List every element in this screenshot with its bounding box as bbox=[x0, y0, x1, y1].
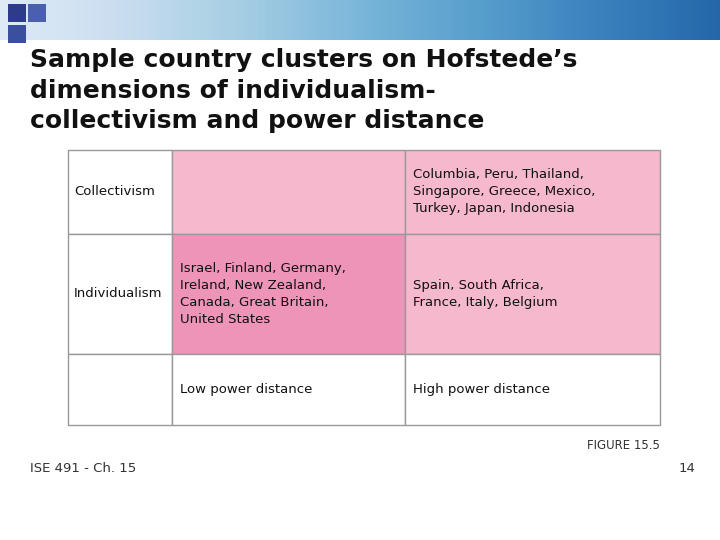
Bar bbox=[68, 234, 171, 354]
Text: Collectivism: Collectivism bbox=[74, 185, 155, 198]
Bar bbox=[405, 354, 660, 425]
Bar bbox=[68, 150, 171, 234]
Text: Sample country clusters on Hofstede’s
dimensions of individualism-
collectivism : Sample country clusters on Hofstede’s di… bbox=[30, 48, 577, 133]
Bar bbox=[171, 150, 405, 234]
Text: Columbia, Peru, Thailand,
Singapore, Greece, Mexico,
Turkey, Japan, Indonesia: Columbia, Peru, Thailand, Singapore, Gre… bbox=[413, 168, 596, 215]
Bar bbox=[171, 234, 405, 354]
Bar bbox=[8, 4, 26, 22]
Text: FIGURE 15.5: FIGURE 15.5 bbox=[587, 439, 660, 452]
Text: Low power distance: Low power distance bbox=[179, 383, 312, 396]
Text: High power distance: High power distance bbox=[413, 383, 551, 396]
Bar bbox=[171, 354, 405, 425]
Text: ISE 491 - Ch. 15: ISE 491 - Ch. 15 bbox=[30, 462, 136, 475]
Bar bbox=[405, 234, 660, 354]
Bar bbox=[8, 25, 26, 43]
Text: Spain, South Africa,
France, Italy, Belgium: Spain, South Africa, France, Italy, Belg… bbox=[413, 279, 558, 309]
Text: Israel, Finland, Germany,
Ireland, New Zealand,
Canada, Great Britain,
United St: Israel, Finland, Germany, Ireland, New Z… bbox=[179, 262, 346, 326]
Text: Individualism: Individualism bbox=[74, 287, 163, 300]
Bar bbox=[28, 4, 46, 22]
Text: 14: 14 bbox=[678, 462, 695, 475]
Bar bbox=[68, 354, 171, 425]
Bar bbox=[405, 150, 660, 234]
